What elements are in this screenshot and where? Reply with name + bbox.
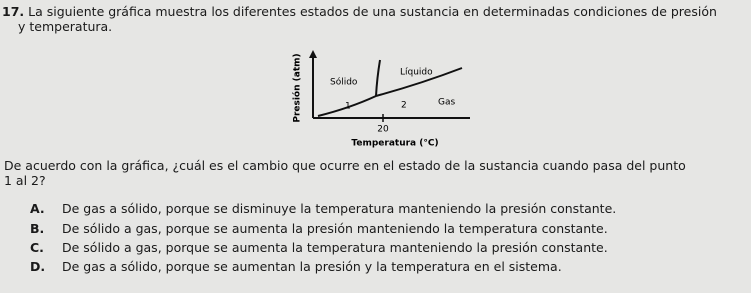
option-text: De sólido a gas, porque se aumenta la pr… — [62, 221, 608, 236]
region-label: Gas — [438, 98, 455, 108]
prompt: De acuerdo con la gráfica, ¿cuál es el c… — [4, 158, 686, 173]
solid-gas-curve — [317, 95, 377, 117]
prompt-cont: 1 al 2? — [4, 173, 46, 188]
question-number: 17. — [2, 4, 25, 19]
solid-liquid-curve — [375, 59, 381, 97]
point-label: 2 — [401, 101, 407, 111]
region-label: Líquido — [400, 68, 433, 78]
option-letter: C. — [30, 240, 44, 255]
option-text: De gas a sólido, porque se aumentan la p… — [62, 259, 562, 274]
x-tick-label: 20 — [377, 125, 389, 135]
option-letter: A. — [30, 201, 45, 216]
liquid-gas-curve — [375, 67, 463, 97]
region-label: Sólido — [330, 77, 358, 88]
question-number-line: 17. La siguiente gráfica muestra los dif… — [2, 4, 717, 19]
question-intro: La siguiente gráfica muestra los diferen… — [28, 4, 717, 19]
option-text: De sólido a gas, porque se aumenta la te… — [62, 240, 608, 255]
x-axis-label: Temperatura (°C) — [351, 139, 438, 149]
y-axis-label: Presión (atm) — [292, 53, 303, 122]
option-letter: B. — [30, 221, 45, 236]
option-letter: D. — [30, 259, 46, 274]
question-intro-cont: y temperatura. — [18, 19, 113, 34]
option-text: De gas a sólido, porque se disminuye la … — [62, 201, 617, 216]
point-label: 1 — [345, 102, 351, 112]
y-axis-arrow — [309, 50, 317, 58]
